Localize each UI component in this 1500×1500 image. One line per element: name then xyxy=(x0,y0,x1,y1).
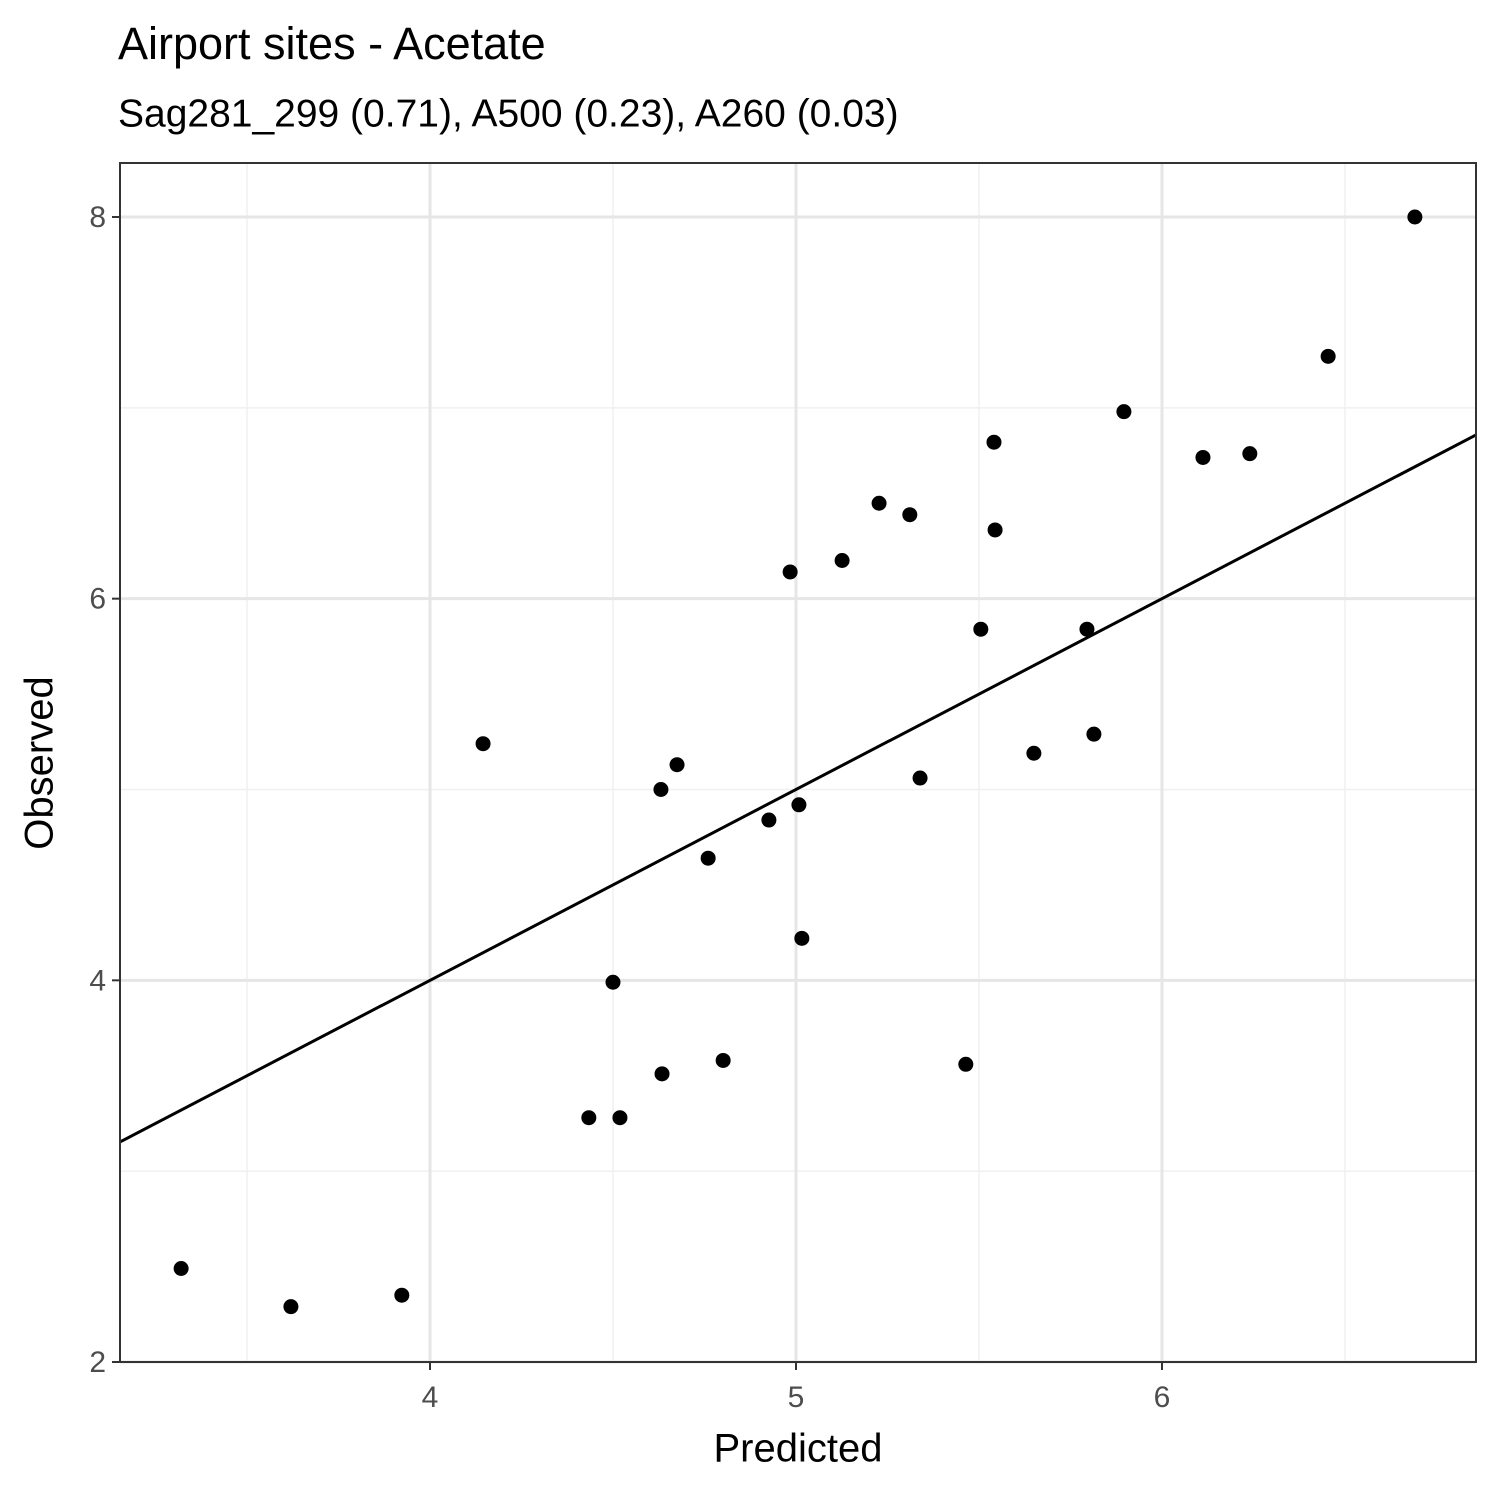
data-point xyxy=(612,1110,628,1126)
data-point xyxy=(986,434,1002,450)
data-point xyxy=(761,812,777,828)
data-point xyxy=(394,1287,410,1303)
plot-marks xyxy=(119,209,1477,1315)
y-tick-label: 2 xyxy=(89,1346,106,1379)
data-point xyxy=(654,1066,670,1082)
x-tick-label: 6 xyxy=(1154,1381,1171,1414)
data-point xyxy=(834,553,850,569)
data-point xyxy=(1026,745,1042,761)
data-point xyxy=(581,1110,597,1126)
data-point xyxy=(715,1052,731,1068)
y-tick-label: 4 xyxy=(89,964,106,997)
data-point xyxy=(1242,446,1258,462)
data-point xyxy=(1079,621,1095,637)
data-point xyxy=(871,495,887,511)
data-point xyxy=(700,850,716,866)
x-axis-title: Predicted xyxy=(714,1427,883,1471)
data-point xyxy=(475,736,491,752)
data-point xyxy=(653,782,669,798)
x-tick-label: 5 xyxy=(788,1381,805,1414)
data-point xyxy=(902,507,918,523)
y-tick-label: 6 xyxy=(89,583,106,616)
data-point xyxy=(794,930,810,946)
data-point xyxy=(283,1299,299,1315)
data-point xyxy=(1195,449,1211,465)
data-point xyxy=(782,564,798,580)
data-point xyxy=(973,621,989,637)
data-point xyxy=(1320,348,1336,364)
data-point xyxy=(791,797,807,813)
y-axis-title: Observed xyxy=(18,676,62,849)
data-point xyxy=(958,1056,974,1072)
panel-border xyxy=(119,162,1477,1363)
data-point xyxy=(605,974,621,990)
data-point xyxy=(912,770,928,786)
data-point xyxy=(1407,209,1423,225)
reference-line xyxy=(119,433,1477,1144)
data-point xyxy=(987,522,1003,538)
x-tick-label: 4 xyxy=(422,1381,439,1414)
y-tick-label: 8 xyxy=(89,201,106,234)
axes: 4 5 6 2 4 6 8 xyxy=(89,201,1170,1414)
chart-title: Airport sites - Acetate xyxy=(118,18,546,69)
data-point xyxy=(1116,404,1132,420)
data-point xyxy=(173,1260,189,1276)
data-point xyxy=(669,757,685,773)
data-point xyxy=(1086,726,1102,742)
chart-subtitle: Sag281_299 (0.71), A500 (0.23), A260 (0.… xyxy=(118,92,899,135)
